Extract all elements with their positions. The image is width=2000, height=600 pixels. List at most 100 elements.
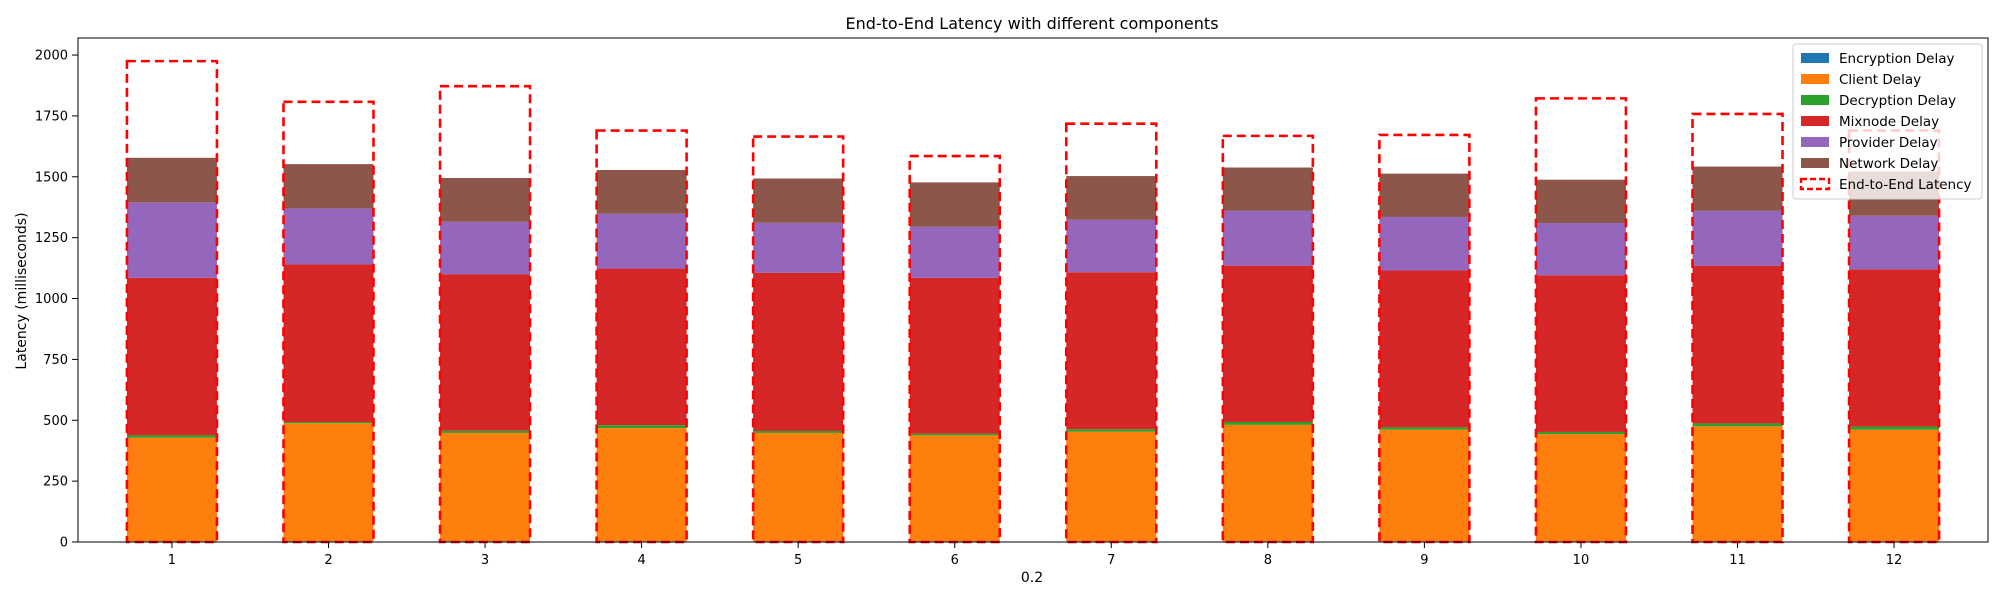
x-tick-label-8: 8 (1264, 553, 1272, 568)
bar-decryption-delay-3 (440, 430, 531, 433)
bar-mixnode-delay-7 (1066, 272, 1157, 430)
end-to-end-bar-9 (1378, 133, 1471, 544)
legend-swatch-provider-delay (1801, 137, 1829, 147)
bar-mixnode-delay-12 (1849, 269, 1940, 427)
x-tick-label-1: 1 (168, 553, 176, 568)
y-tick-label-1500: 1500 (35, 170, 68, 185)
legend-box (1792, 43, 1983, 200)
y-tick-label-500: 500 (43, 414, 68, 429)
bar-mixnode-delay-8 (1222, 265, 1313, 422)
legend-label-network-delay: Network Delay (1839, 156, 1938, 172)
y-tick-label-1750: 1750 (35, 109, 68, 124)
bar-network-delay-5 (753, 178, 844, 223)
bar-client-delay-11 (1692, 426, 1783, 542)
legend-label-end-to-end-latency: End-to-End Latency (1839, 177, 1972, 193)
bar-provider-delay-10 (1535, 223, 1626, 276)
bar-provider-delay-1 (126, 202, 217, 278)
bar-provider-delay-11 (1692, 210, 1783, 266)
bar-client-delay-6 (909, 435, 1000, 542)
bar-network-delay-4 (596, 169, 687, 214)
bar-mixnode-delay-2 (283, 264, 374, 422)
legend-swatch-decryption-delay (1801, 95, 1829, 105)
y-tick-label-750: 750 (43, 353, 68, 368)
bar-provider-delay-4 (596, 213, 687, 269)
bar-mixnode-delay-11 (1692, 265, 1783, 424)
x-axis-label: 0.2 (1021, 570, 1043, 586)
bar-mixnode-delay-4 (596, 268, 687, 426)
bar-mixnode-delay-3 (440, 274, 531, 431)
x-tick-label-4: 4 (637, 553, 645, 568)
legend-label-provider-delay: Provider Delay (1839, 135, 1938, 151)
end-to-end-bar-1 (125, 59, 219, 544)
bar-network-delay-8 (1222, 167, 1313, 211)
bar-client-delay-10 (1535, 434, 1626, 542)
bar-provider-delay-12 (1849, 215, 1940, 270)
x-tick-label-2: 2 (324, 553, 332, 568)
y-tick-label-0: 0 (60, 536, 68, 551)
legend-label-decryption-delay: Decryption Delay (1839, 93, 1956, 109)
bar-client-delay-7 (1066, 431, 1157, 542)
bar-decryption-delay-6 (909, 433, 1000, 436)
bar-decryption-delay-8 (1222, 421, 1313, 425)
end-to-end-bar-8 (1221, 134, 1315, 544)
bar-client-delay-9 (1379, 429, 1470, 542)
bar-provider-delay-3 (440, 221, 531, 275)
bar-network-delay-9 (1379, 173, 1470, 217)
legend-swatch-network-delay (1801, 158, 1829, 168)
bar-network-delay-1 (126, 157, 217, 203)
bar-decryption-delay-1 (126, 435, 217, 438)
x-tick-label-9: 9 (1420, 553, 1428, 568)
bar-mixnode-delay-5 (753, 272, 844, 431)
legend-label-mixnode-delay: Mixnode Delay (1839, 114, 1939, 130)
bar-provider-delay-7 (1066, 219, 1157, 273)
legend-swatch-client-delay (1801, 74, 1829, 84)
x-tick-label-7: 7 (1107, 553, 1115, 568)
bar-network-delay-11 (1692, 166, 1783, 211)
bar-decryption-delay-7 (1066, 429, 1157, 432)
bar-provider-delay-5 (753, 222, 844, 273)
x-tick-label-6: 6 (951, 553, 959, 568)
bar-decryption-delay-5 (753, 430, 844, 433)
y-tick-label-1000: 1000 (35, 292, 68, 307)
bar-decryption-delay-12 (1849, 426, 1940, 430)
bar-client-delay-8 (1222, 424, 1313, 542)
bar-decryption-delay-4 (596, 425, 687, 429)
bar-client-delay-3 (440, 432, 531, 542)
bar-network-delay-2 (283, 164, 374, 209)
legend-label-client-delay: Client Delay (1839, 72, 1921, 88)
bar-provider-delay-8 (1222, 210, 1313, 266)
y-tick-label-250: 250 (43, 475, 68, 490)
bar-client-delay-2 (283, 423, 374, 542)
bar-decryption-delay-10 (1535, 431, 1626, 435)
bar-provider-delay-6 (909, 226, 1000, 278)
legend: Encryption Delay Client Delay Decryption D… (1792, 43, 1983, 200)
end-to-end-layer (125, 59, 1941, 544)
chart-title: End-to-End Latency with different compon… (845, 14, 1218, 33)
bar-network-delay-10 (1535, 179, 1626, 224)
bars-layer (126, 157, 1940, 542)
y-tick-label-2000: 2000 (35, 49, 68, 64)
y-axis-label: Latency (milliseconds) (14, 212, 30, 369)
bar-provider-delay-2 (283, 208, 374, 265)
legend-label-encryption-delay: Encryption Delay (1839, 51, 1954, 67)
bar-mixnode-delay-6 (909, 277, 1000, 434)
plot-frame (77, 37, 1989, 543)
bar-mixnode-delay-1 (126, 277, 217, 436)
bar-network-delay-6 (909, 182, 1000, 227)
legend-swatch-encryption-delay (1801, 53, 1829, 63)
bar-network-delay-3 (440, 178, 531, 222)
x-tick-label-12: 12 (1886, 553, 1903, 568)
legend-swatch-end-to-end-latency (1799, 177, 1831, 191)
x-tick-label-10: 10 (1573, 553, 1590, 568)
x-tick-label-11: 11 (1729, 553, 1746, 568)
bar-client-delay-1 (126, 437, 217, 542)
x-tick-label-3: 3 (481, 553, 489, 568)
bar-decryption-delay-2 (283, 421, 374, 424)
bar-decryption-delay-9 (1379, 427, 1470, 430)
bar-client-delay-12 (1849, 429, 1940, 542)
bar-mixnode-delay-10 (1535, 275, 1626, 432)
x-tick-label-5: 5 (794, 553, 802, 568)
bar-network-delay-7 (1066, 176, 1157, 220)
